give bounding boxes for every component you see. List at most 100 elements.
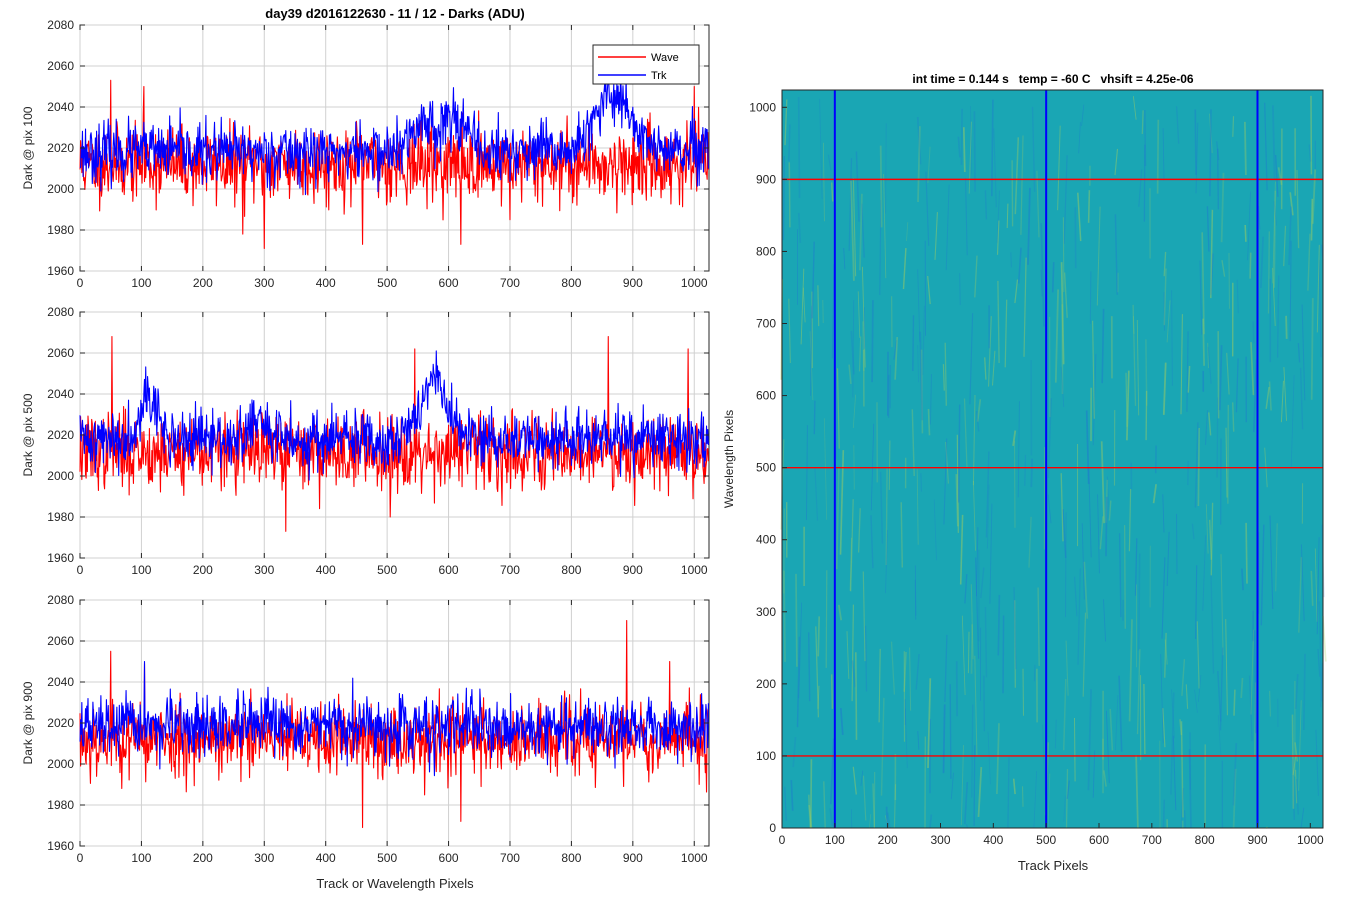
y-tick-label: 2060 [47, 346, 74, 360]
image-streak [888, 440, 891, 490]
image-streak [815, 626, 820, 718]
image-streak [961, 615, 966, 696]
x-tick-label: 800 [1195, 833, 1215, 847]
image-streak [1081, 523, 1085, 600]
image-streak [862, 775, 867, 821]
image-streak [1290, 375, 1295, 468]
x-tick-label: 400 [316, 851, 336, 865]
image-streak [1298, 700, 1302, 791]
x-tick-label: 200 [878, 833, 898, 847]
image-streak [790, 780, 794, 811]
image-streak [1096, 206, 1101, 306]
x-tick-label: 200 [193, 563, 213, 577]
image-streak [1188, 749, 1192, 829]
image-streak [851, 660, 857, 688]
image-streak [1040, 269, 1043, 297]
image-streak [1126, 370, 1130, 441]
image-streak [839, 708, 844, 735]
image-streak [1013, 587, 1017, 670]
image-streak [1027, 187, 1031, 265]
image-streak [974, 655, 978, 756]
image-streak [1317, 649, 1321, 677]
image-streak [1285, 315, 1288, 339]
image-streak [1249, 252, 1252, 279]
image-streak [1298, 557, 1303, 633]
image-streak [1267, 231, 1270, 314]
y-tick-label: 0 [769, 821, 776, 835]
image-streak [927, 275, 931, 305]
x-tick-label: 700 [500, 563, 520, 577]
image-streak [974, 557, 980, 659]
image-streak [836, 467, 840, 570]
image-streak [1166, 531, 1170, 587]
image-streak [1064, 512, 1067, 618]
x-tick-label: 100 [131, 276, 151, 290]
image-streak [1253, 359, 1258, 433]
image-streak [1180, 314, 1183, 415]
image-streak [1065, 640, 1069, 696]
image-streak [1017, 401, 1020, 498]
image-streak [900, 502, 904, 568]
image-streak [1033, 664, 1036, 682]
image-streak [788, 124, 791, 162]
image-streak [1225, 619, 1228, 716]
image-streak [912, 315, 915, 372]
image-streak [843, 247, 846, 270]
image-streak [809, 331, 814, 401]
ticks: 0 100 200 300 400 500 600 700 800 900 1000 0 100 200 3… [749, 100, 1324, 847]
x-tick-label: 200 [193, 276, 213, 290]
image-streak [1020, 135, 1024, 235]
image-streak [1184, 810, 1186, 829]
image-streak [893, 784, 897, 829]
image-streak [836, 368, 840, 449]
y-tick-label: 2080 [47, 305, 74, 319]
image-streak [972, 394, 976, 486]
image-streak [987, 316, 992, 387]
image-streak [1042, 724, 1046, 796]
image-streak [1144, 110, 1147, 167]
image-streak [827, 154, 832, 171]
x-tick-label: 0 [77, 563, 84, 577]
legend[interactable]: Wave Trk [592, 44, 700, 85]
image-streak [831, 264, 835, 359]
image-streak [813, 400, 816, 435]
image-streak [1134, 538, 1138, 596]
image-streak [1250, 629, 1255, 715]
image-streak [1143, 683, 1146, 755]
image-streak [1088, 468, 1092, 558]
image-streak [807, 632, 811, 702]
image-streak [1272, 105, 1276, 180]
image-streak [917, 269, 921, 342]
image-streak [1289, 192, 1294, 216]
image-streak [1077, 192, 1082, 242]
image-streak [1250, 342, 1255, 396]
image-title: int time = 0.144 s temp = -60 C vhsift =… [912, 72, 1193, 86]
image-streak [1283, 225, 1287, 267]
y-axis-label: Dark @ pix 100 [21, 106, 35, 189]
ticks: 0 100 200 300 400 500 600 700 800 900 1000 1960 1980… [47, 305, 709, 577]
image-streak [1244, 224, 1247, 242]
image-streak [1138, 169, 1143, 207]
image-streak [1299, 367, 1304, 430]
image-streak [1136, 649, 1141, 735]
image-streak [795, 573, 798, 667]
image-streak [1240, 677, 1244, 698]
image-streak [1066, 780, 1070, 799]
image-streak [950, 772, 954, 800]
image-streak [1160, 653, 1164, 744]
image-streak [1194, 109, 1197, 175]
image-streak [1269, 690, 1271, 717]
image-streak [1218, 345, 1223, 411]
image-streak [1097, 494, 1100, 574]
image-streak [987, 731, 991, 785]
x-tick-label: 1000 [681, 563, 708, 577]
image-streak [1171, 290, 1173, 386]
image-streak [925, 171, 930, 246]
image-streak [858, 336, 862, 372]
image-streak [1265, 386, 1270, 409]
x-tick-label: 900 [623, 276, 643, 290]
image-streak [1191, 523, 1195, 540]
y-tick-label: 100 [756, 749, 776, 763]
y-axis-label: Dark @ pix 900 [21, 681, 35, 764]
image-streak [809, 759, 813, 829]
